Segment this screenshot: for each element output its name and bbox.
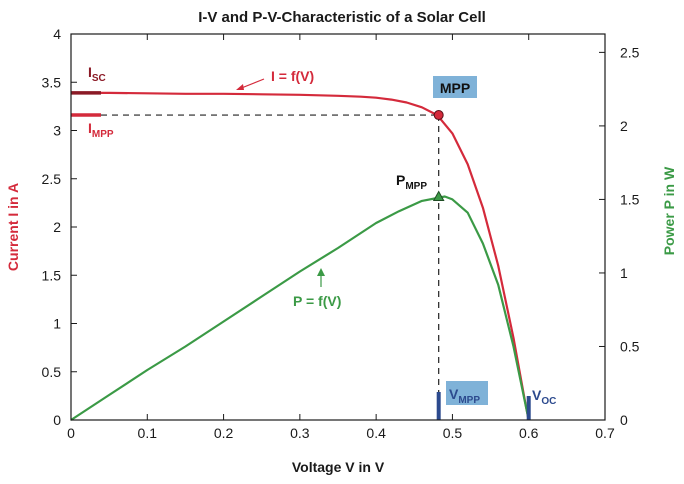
- x-tick-label: 0.3: [290, 425, 310, 441]
- annotation-layer: MPP PMPP ISC IMPP VMPP VOC I = f(V) P = f(V): [71, 64, 556, 420]
- y-left-tick-label: 0.5: [42, 364, 62, 380]
- mpp-label: MPP: [440, 80, 470, 96]
- y-right-axis-title: Power P in W: [661, 166, 677, 255]
- y-right-tick-label: 2.5: [620, 44, 640, 60]
- pmpp-marker: [432, 190, 445, 201]
- voc-label: VOC: [532, 387, 556, 407]
- x-tick-label: 0.7: [595, 425, 615, 441]
- y-left-tick-label: 2.5: [42, 171, 62, 187]
- y-right-tick-label: 0: [620, 412, 628, 428]
- impp-label: IMPP: [88, 120, 114, 140]
- current-curve-arrowhead: [236, 84, 244, 90]
- pmpp-label: PMPP: [396, 172, 427, 192]
- current-curve-label: I = f(V): [271, 68, 314, 84]
- x-tick-label: 0.6: [519, 425, 539, 441]
- mpp-label-box: [433, 76, 477, 98]
- y-left-tick-label: 3: [53, 123, 61, 139]
- plot-frame: [70, 33, 606, 421]
- x-tick-label: 0.2: [214, 425, 234, 441]
- chart-title: I-V and P-V-Characteristic of a Solar Ce…: [198, 9, 486, 26]
- y-right-tick-label: 1.5: [620, 191, 640, 207]
- x-tick-label: 0.1: [138, 425, 158, 441]
- y-right-tick-label: 0.5: [620, 338, 640, 354]
- y-left-tick-label: 1.5: [42, 267, 62, 283]
- x-tick-label: 0.5: [443, 425, 463, 441]
- ticks-layer: 0 0.1 0.2 0.3 0.4 0.5 0.6 0.7 0 0.5 1 1.5 2 2.5 3 3.5 4 0…: [42, 26, 640, 441]
- y-left-tick-label: 4: [53, 26, 61, 42]
- series-layer: [70, 91, 530, 421]
- x-tick-label: 0: [67, 425, 75, 441]
- x-axis-title: Voltage V in V: [292, 459, 385, 475]
- power-curve-label: P = f(V): [293, 293, 341, 309]
- x-tick-label: 0.4: [366, 425, 386, 441]
- power-curve-arrowhead: [317, 268, 325, 276]
- y-left-tick-label: 1: [53, 316, 61, 332]
- y-left-tick-label: 2: [53, 219, 61, 235]
- isc-label: ISC: [88, 64, 106, 84]
- vmpp-label-box: [446, 381, 488, 405]
- y-left-tick-label: 0: [53, 412, 61, 428]
- power-curve: [70, 195, 530, 421]
- mpp-guide-lines: [101, 114, 440, 420]
- y-left-axis-title: Current I in A: [5, 183, 21, 271]
- y-right-tick-label: 2: [620, 118, 628, 134]
- mpp-marker: [433, 110, 444, 121]
- vmpp-label: VMPP: [449, 386, 480, 406]
- y-left-tick-label: 3.5: [42, 74, 62, 90]
- y-right-tick-label: 1: [620, 265, 628, 281]
- current-curve: [71, 91, 530, 421]
